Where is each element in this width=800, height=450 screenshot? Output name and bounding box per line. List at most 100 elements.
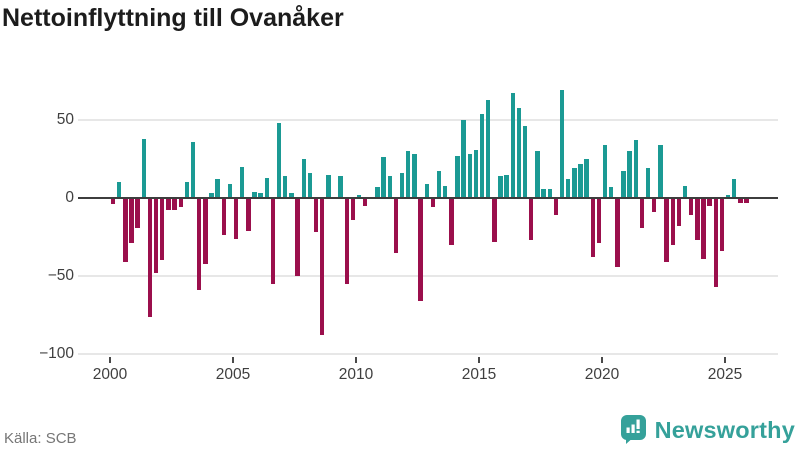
- bar-positive: [455, 155, 460, 198]
- bar-negative: [676, 198, 682, 227]
- bar-positive: [406, 151, 411, 198]
- bar-positive: [301, 159, 306, 198]
- bar-positive: [252, 191, 257, 198]
- bar-positive: [442, 185, 448, 198]
- bar-positive: [578, 163, 583, 198]
- bar-negative: [553, 198, 559, 216]
- bar-negative: [344, 198, 349, 284]
- bar-negative: [363, 198, 368, 206]
- bar-negative: [529, 198, 534, 241]
- y-gridline: [78, 119, 778, 121]
- bar-positive: [258, 193, 263, 198]
- bar-positive: [479, 113, 485, 198]
- bar-negative: [449, 198, 454, 245]
- bar-positive: [326, 174, 331, 198]
- bar-positive: [547, 188, 552, 198]
- bar-negative: [590, 198, 595, 258]
- bar-negative: [233, 198, 239, 239]
- x-axis-tick-label: 2020: [584, 366, 620, 383]
- x-axis-tick-label: 2025: [707, 366, 743, 383]
- bar-negative: [430, 198, 436, 208]
- bar-positive: [645, 168, 651, 198]
- x-axis-tick-label: 2015: [461, 366, 497, 383]
- bar-negative: [147, 198, 153, 317]
- bar-positive: [584, 159, 589, 198]
- bar-positive: [627, 151, 632, 198]
- y-axis-tick-label: −50: [47, 267, 74, 284]
- bar-negative: [160, 198, 165, 261]
- x-axis-tick: [355, 357, 357, 363]
- bar-positive: [486, 99, 491, 198]
- y-axis-tick-label: 0: [65, 189, 74, 206]
- bar-negative: [319, 198, 325, 336]
- bar-positive: [227, 183, 233, 198]
- bar-positive: [436, 171, 442, 198]
- y-gridline: [78, 353, 778, 355]
- bar-positive: [725, 194, 731, 198]
- bar-negative: [123, 198, 128, 262]
- bar-positive: [565, 179, 571, 198]
- bar-negative: [153, 198, 159, 273]
- bar-positive: [338, 176, 343, 198]
- bar-positive: [209, 193, 214, 198]
- bar-positive: [516, 107, 522, 198]
- bar-positive: [412, 154, 417, 198]
- bar-positive: [381, 157, 386, 198]
- bar-positive: [633, 140, 639, 198]
- bar-negative: [744, 198, 749, 203]
- bar-positive: [504, 174, 509, 198]
- x-axis-tick: [724, 357, 726, 363]
- x-axis-tick-label: 2005: [215, 366, 251, 383]
- bar-positive: [461, 120, 466, 198]
- chart-title: Nettoinflyttning till Ovanåker: [2, 4, 344, 32]
- bar-negative: [707, 198, 712, 206]
- bar-positive: [559, 90, 565, 198]
- bar-negative: [246, 198, 251, 231]
- bar-positive: [264, 177, 270, 198]
- bar-negative: [196, 198, 202, 291]
- bar-positive: [283, 176, 288, 198]
- bar-positive: [609, 187, 614, 198]
- bar-positive: [387, 176, 393, 198]
- bar-positive: [510, 93, 516, 198]
- newsworthy-logo: Newsworthy: [619, 415, 795, 445]
- bar-negative: [295, 198, 300, 276]
- bar-negative: [695, 198, 700, 241]
- bar-negative: [713, 198, 718, 287]
- bar-positive: [682, 185, 688, 198]
- bar-positive: [399, 173, 405, 198]
- bar-negative: [203, 198, 208, 264]
- bar-negative: [393, 198, 399, 253]
- x-axis-tick: [109, 357, 111, 363]
- bar-negative: [221, 198, 226, 236]
- x-axis-tick: [601, 357, 603, 363]
- bar-positive: [356, 194, 362, 198]
- newsworthy-logo-icon: [620, 415, 646, 444]
- bar-negative: [670, 198, 675, 245]
- bar-negative: [313, 198, 319, 233]
- bar-positive: [190, 141, 196, 198]
- bar-positive: [141, 138, 147, 198]
- x-axis-tick-label: 2010: [338, 366, 374, 383]
- zero-axis-line: [78, 196, 778, 200]
- bar-negative: [418, 198, 423, 301]
- bar-positive: [117, 182, 122, 198]
- bar-negative: [350, 198, 356, 220]
- bar-negative: [172, 198, 177, 211]
- bar-positive: [498, 176, 503, 198]
- bar-positive: [467, 154, 472, 198]
- bar-positive: [276, 123, 282, 198]
- bar-positive: [424, 183, 429, 198]
- bar-negative: [135, 198, 140, 228]
- bar-positive: [658, 144, 663, 198]
- bar-negative: [596, 198, 602, 244]
- bar-negative: [129, 198, 134, 244]
- y-axis-tick-label: −100: [39, 345, 74, 362]
- bar-positive: [240, 166, 245, 198]
- bar-positive: [572, 168, 577, 198]
- bar-negative: [615, 198, 620, 267]
- bar-positive: [535, 151, 540, 198]
- bar-negative: [110, 198, 116, 205]
- bar-positive: [289, 193, 294, 198]
